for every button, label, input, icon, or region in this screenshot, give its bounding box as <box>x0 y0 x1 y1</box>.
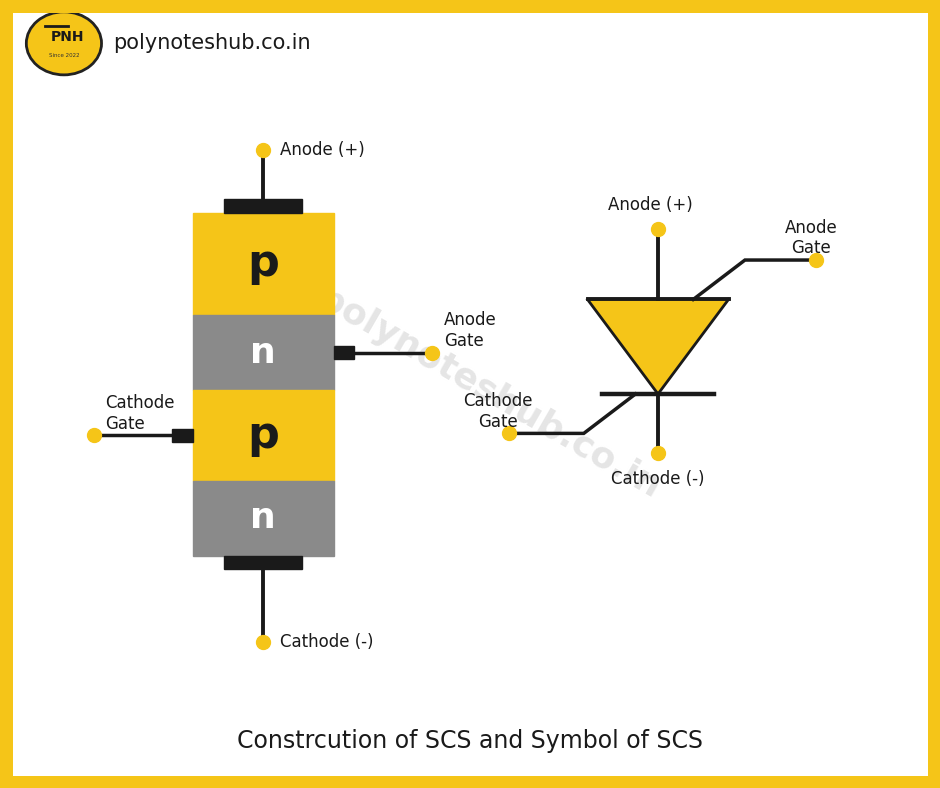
Text: Anode (+): Anode (+) <box>608 196 693 214</box>
Text: Cathode (-): Cathode (-) <box>611 470 705 489</box>
Bar <box>225 199 302 213</box>
Text: Anode
Gate: Anode Gate <box>785 218 838 258</box>
Text: n: n <box>250 501 276 535</box>
Text: Cathode (-): Cathode (-) <box>280 634 373 651</box>
Bar <box>334 346 354 359</box>
Text: polynoteshub.co.in: polynoteshub.co.in <box>113 33 310 54</box>
Text: p: p <box>247 243 279 285</box>
Bar <box>193 481 334 556</box>
Bar <box>193 390 334 481</box>
Bar <box>193 315 334 390</box>
Text: Cathode
Gate: Cathode Gate <box>105 394 175 433</box>
Text: n: n <box>250 336 276 370</box>
Text: Anode (+): Anode (+) <box>280 141 365 158</box>
Text: Constrcution of SCS and Symbol of SCS: Constrcution of SCS and Symbol of SCS <box>237 729 703 753</box>
Text: PNH: PNH <box>51 30 85 44</box>
Bar <box>193 213 334 315</box>
Text: polynoteshub.co.in: polynoteshub.co.in <box>312 282 666 506</box>
Circle shape <box>26 12 102 75</box>
Polygon shape <box>588 299 728 394</box>
Text: Since 2022: Since 2022 <box>49 53 79 58</box>
Bar <box>172 429 193 441</box>
Text: Cathode
Gate: Cathode Gate <box>463 392 533 431</box>
Bar <box>225 556 302 569</box>
Text: p: p <box>247 414 279 457</box>
Text: Anode
Gate: Anode Gate <box>444 311 496 350</box>
